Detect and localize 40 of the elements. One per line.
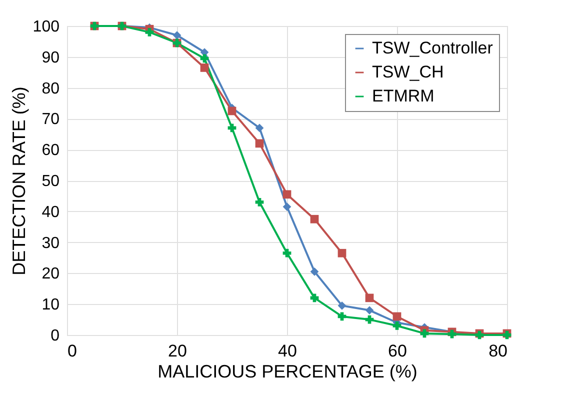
y-tick-label: 80: [42, 80, 60, 98]
point: [282, 202, 292, 211]
point: [282, 190, 292, 199]
point: [338, 248, 346, 258]
legend-label: TSW_Controller: [372, 38, 494, 58]
point: [310, 214, 319, 224]
y-tick-label: 0: [50, 328, 60, 344]
point: [255, 124, 264, 132]
y-tick-label: 50: [42, 173, 60, 190]
y-tick-label: 20: [42, 266, 60, 283]
point: [365, 294, 374, 302]
x-tick-label: 40: [278, 342, 297, 360]
y-tick-label: 30: [42, 234, 60, 252]
y-tick-label: 70: [42, 111, 60, 128]
legend-label: ETMRM: [372, 86, 434, 106]
y-axis-title: DETECTION RATE (%): [8, 86, 29, 276]
point: [145, 28, 154, 36]
point: [310, 294, 319, 302]
x-tick-label: 20: [168, 342, 187, 360]
point: [392, 322, 402, 330]
point: [282, 248, 292, 258]
point: [255, 139, 264, 148]
y-tick-label: 60: [42, 142, 60, 160]
y-tick-label: 90: [42, 49, 60, 66]
point: [310, 267, 319, 276]
x-axis-title: MALICIOUS PERCENTAGE (%): [158, 362, 418, 382]
y-tick-label: 10: [42, 296, 60, 314]
x-tick-label: 60: [388, 342, 407, 360]
y-tick-label: 40: [42, 204, 60, 221]
x-tick-label: 80: [488, 342, 508, 360]
point: [338, 301, 346, 310]
point: [172, 31, 182, 40]
point: [365, 306, 374, 314]
point: [392, 312, 402, 321]
legend-label: TSW_CH: [372, 62, 444, 82]
y-tick-label: 100: [32, 18, 60, 36]
point: [200, 64, 209, 72]
x-tick-label: 0: [68, 342, 77, 360]
point: [228, 106, 236, 116]
point: [255, 198, 264, 206]
